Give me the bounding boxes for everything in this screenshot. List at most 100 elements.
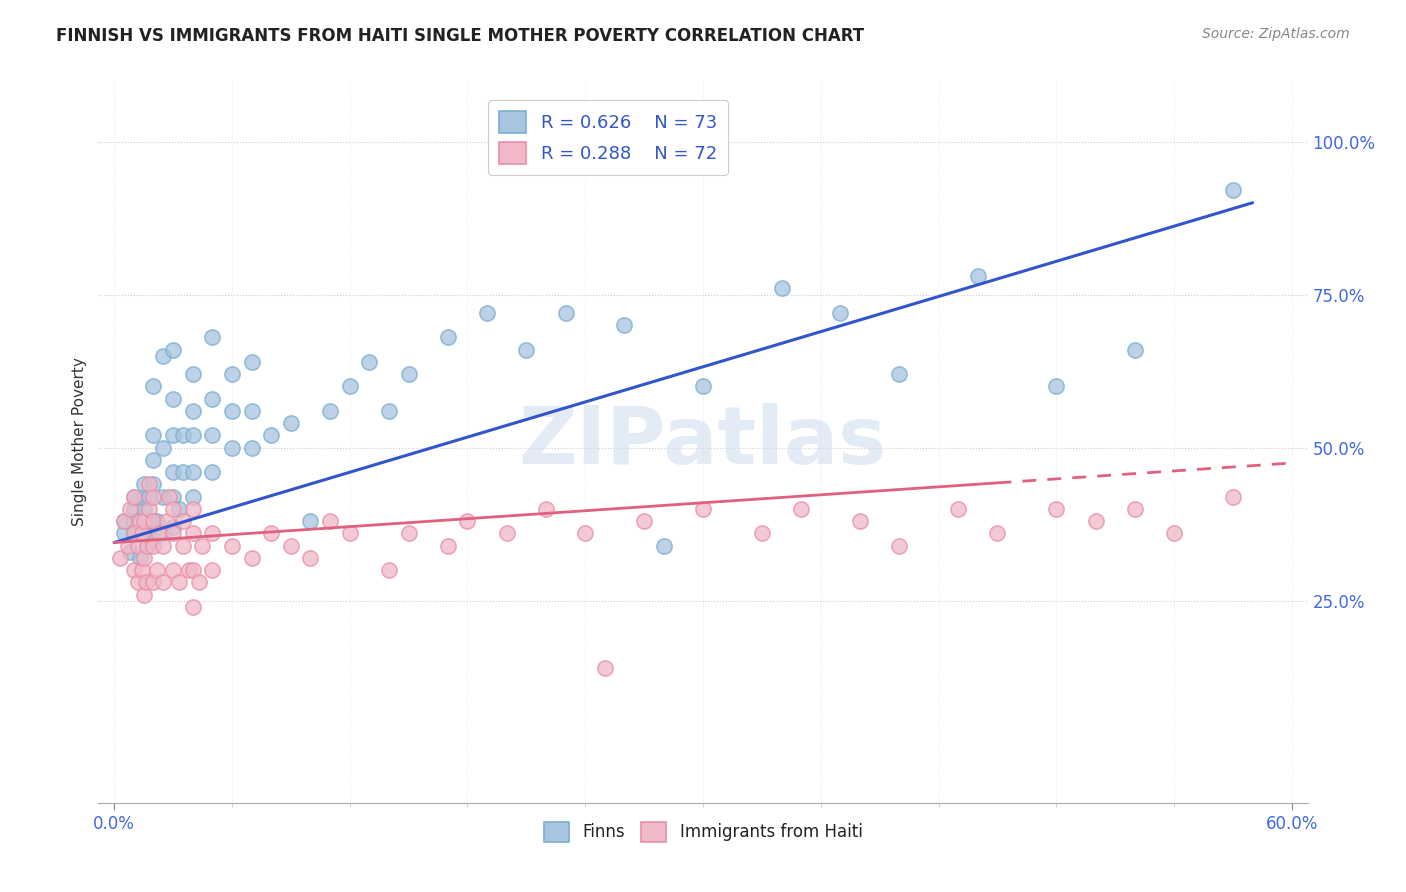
- Point: [162, 465, 184, 479]
- Point: [132, 514, 155, 528]
- Point: [156, 514, 179, 528]
- Point: [132, 526, 155, 541]
- Point: [495, 526, 517, 541]
- Point: [132, 514, 155, 528]
- Point: [181, 599, 204, 614]
- Point: [138, 477, 160, 491]
- Point: [152, 490, 174, 504]
- Point: [135, 575, 157, 590]
- Point: [117, 539, 139, 553]
- Point: [142, 575, 165, 590]
- Point: [240, 404, 263, 418]
- Point: [112, 514, 135, 528]
- Point: [181, 502, 204, 516]
- Point: [142, 514, 165, 528]
- Point: [1045, 379, 1067, 393]
- Point: [162, 526, 184, 541]
- Point: [889, 539, 911, 553]
- Point: [534, 502, 557, 516]
- Point: [131, 526, 153, 541]
- Point: [167, 502, 190, 516]
- Point: [146, 563, 169, 577]
- Point: [1045, 502, 1067, 516]
- Point: [136, 539, 159, 553]
- Point: [515, 343, 537, 357]
- Point: [172, 514, 194, 528]
- Point: [191, 539, 214, 553]
- Point: [221, 441, 243, 455]
- Point: [142, 428, 165, 442]
- Point: [177, 563, 200, 577]
- Point: [181, 465, 204, 479]
- Point: [221, 404, 243, 418]
- Point: [122, 563, 145, 577]
- Text: Source: ZipAtlas.com: Source: ZipAtlas.com: [1202, 27, 1350, 41]
- Point: [692, 502, 714, 516]
- Point: [359, 355, 381, 369]
- Point: [152, 575, 174, 590]
- Point: [378, 404, 401, 418]
- Point: [152, 349, 174, 363]
- Point: [132, 550, 155, 565]
- Point: [112, 526, 135, 541]
- Point: [751, 526, 773, 541]
- Point: [633, 514, 655, 528]
- Point: [131, 563, 153, 577]
- Text: ZIPatlas: ZIPatlas: [519, 402, 887, 481]
- Point: [319, 404, 342, 418]
- Point: [122, 502, 145, 516]
- Point: [201, 563, 224, 577]
- Point: [172, 465, 194, 479]
- Point: [652, 539, 675, 553]
- Point: [132, 502, 155, 516]
- Point: [946, 502, 969, 516]
- Point: [167, 575, 190, 590]
- Point: [146, 514, 169, 528]
- Point: [1163, 526, 1185, 541]
- Point: [152, 441, 174, 455]
- Point: [1123, 343, 1146, 357]
- Point: [378, 563, 401, 577]
- Point: [172, 539, 194, 553]
- Point: [181, 563, 204, 577]
- Point: [152, 539, 174, 553]
- Point: [118, 545, 141, 559]
- Point: [142, 533, 165, 547]
- Point: [437, 539, 460, 553]
- Y-axis label: Single Mother Poverty: Single Mother Poverty: [72, 357, 87, 526]
- Point: [398, 526, 420, 541]
- Point: [181, 404, 204, 418]
- Point: [162, 343, 184, 357]
- Point: [830, 306, 852, 320]
- Point: [280, 416, 302, 430]
- Point: [181, 367, 204, 381]
- Point: [986, 526, 1008, 541]
- Point: [138, 502, 160, 516]
- Point: [966, 269, 988, 284]
- Point: [770, 281, 793, 295]
- Point: [136, 539, 159, 553]
- Point: [127, 539, 149, 553]
- Point: [172, 428, 194, 442]
- Point: [127, 575, 149, 590]
- Point: [437, 330, 460, 344]
- Point: [201, 392, 224, 406]
- Point: [138, 490, 160, 504]
- Point: [122, 490, 145, 504]
- Point: [299, 550, 322, 565]
- Point: [240, 550, 263, 565]
- Point: [221, 367, 243, 381]
- Point: [142, 490, 165, 504]
- Point: [181, 490, 204, 504]
- Point: [299, 514, 322, 528]
- Point: [692, 379, 714, 393]
- Point: [162, 392, 184, 406]
- Point: [1222, 490, 1244, 504]
- Point: [162, 428, 184, 442]
- Point: [132, 588, 155, 602]
- Point: [475, 306, 498, 320]
- Point: [201, 428, 224, 442]
- Point: [319, 514, 342, 528]
- Point: [187, 575, 209, 590]
- Point: [142, 379, 165, 393]
